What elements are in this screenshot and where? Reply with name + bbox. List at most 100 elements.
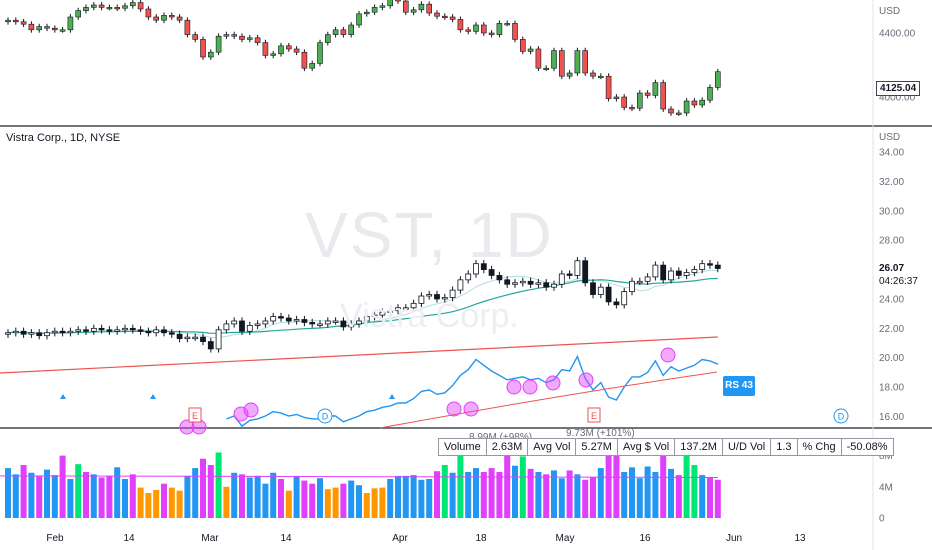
rs-new-high-marker (578, 372, 594, 388)
candle (636, 280, 643, 284)
sma-long-line (0, 336, 718, 374)
index-candle (169, 15, 175, 18)
volume-bar (223, 486, 230, 518)
volume-bar (488, 468, 495, 518)
rs-new-high-marker (506, 379, 522, 395)
volume-bar (145, 493, 152, 518)
dividend-marker[interactable] (833, 408, 849, 424)
candle (114, 329, 121, 332)
index-candle (605, 75, 612, 99)
last-price-badge: 26.07 (876, 262, 908, 275)
index-candle (441, 15, 448, 19)
volume-bar (613, 450, 620, 518)
date-tick: 14 (123, 533, 135, 544)
volume-stats-table: Volume 2.63M Avg Vol 5.27M Avg $ Vol 137… (438, 438, 894, 456)
index-candle (278, 45, 284, 55)
volume-bar (652, 471, 659, 518)
volume-bar (714, 479, 721, 518)
candle (371, 314, 378, 318)
candle (543, 282, 550, 288)
index-candle (285, 45, 292, 50)
index-candle (379, 5, 386, 8)
watermark-company-name: Vistra Corp. (340, 297, 519, 335)
index-candle (660, 82, 667, 110)
price-axes: USD4800.004400.004000.00USD34.0032.0030.… (879, 6, 916, 525)
index-candle (301, 51, 308, 69)
rs-moving-average (379, 371, 718, 429)
dividend-marker[interactable] (317, 408, 333, 424)
index-candle (247, 37, 253, 40)
candle (574, 260, 581, 276)
volume-bar (473, 468, 479, 518)
candle (176, 333, 183, 340)
volume-bars (0, 442, 721, 518)
volume-bar (535, 471, 542, 518)
candle (683, 272, 690, 276)
index-candle (387, 0, 394, 7)
index-candle (691, 100, 698, 106)
volume-label: Volume (438, 438, 487, 456)
volume-bar (192, 468, 199, 518)
earnings-marker[interactable] (188, 407, 202, 423)
volume-bar (200, 458, 206, 518)
dividend-marker-label: D (838, 412, 845, 422)
volume-bar (137, 487, 144, 518)
volume-bar (519, 456, 526, 518)
index-candle (106, 7, 113, 10)
rs-new-high-marker (545, 375, 561, 391)
volume-bar (371, 488, 378, 518)
index-candle (395, 0, 401, 2)
candle (418, 295, 425, 304)
candle (122, 327, 128, 331)
index-candle (465, 29, 472, 32)
candle (285, 317, 292, 322)
candle (566, 273, 573, 276)
candle (332, 320, 339, 323)
volume-bar (122, 479, 128, 518)
index-candle (496, 23, 503, 35)
rs-new-high-marker (463, 401, 479, 417)
index-candle (254, 37, 261, 43)
volume-bar (51, 475, 58, 518)
rs-new-high-marker (660, 347, 676, 363)
earnings-marker-label: E (591, 411, 597, 421)
volume-bar (582, 479, 589, 518)
candle (488, 269, 495, 276)
candle (145, 330, 152, 334)
index-candle (652, 82, 659, 96)
candle (137, 329, 144, 332)
index-candle (262, 42, 269, 56)
volume-bar (28, 472, 35, 518)
volume-bar (621, 471, 628, 518)
volume-bar (207, 464, 214, 518)
ud-vol-value: 1.3 (770, 438, 798, 456)
index-candle (36, 26, 43, 31)
main-price-tick: 18.00 (879, 383, 904, 394)
event-triangle-marker (60, 394, 66, 399)
main-price-tick: 30.00 (879, 206, 904, 217)
earnings-marker[interactable] (587, 407, 601, 423)
chart-legend-title[interactable]: Vistra Corp., 1D, NYSE (6, 132, 121, 144)
candle (480, 263, 487, 270)
index-candle (582, 50, 589, 74)
volume-bar (426, 479, 433, 518)
candle (317, 323, 323, 326)
candle (582, 260, 589, 284)
volume-bar (395, 475, 401, 518)
date-axis: Feb 14 Mar 14 Apr 18 May 16 Jun 13 (46, 533, 806, 544)
candle (231, 320, 238, 325)
index-last-price-badge: 4125.04 (876, 81, 921, 96)
candle (324, 320, 331, 325)
candle (36, 332, 43, 337)
date-tick: Jun (726, 533, 742, 544)
main-price-tick: 16.00 (879, 412, 904, 423)
index-candle (270, 53, 277, 56)
volume-bar (246, 477, 253, 518)
rs-new-high-marker (243, 402, 259, 418)
index-candle (356, 13, 362, 26)
volume-bar (215, 452, 222, 518)
volume-bar (504, 447, 511, 518)
avg-vol-value: 5.27M (575, 438, 618, 456)
volume-bar (449, 472, 456, 518)
index-candle (67, 16, 74, 31)
